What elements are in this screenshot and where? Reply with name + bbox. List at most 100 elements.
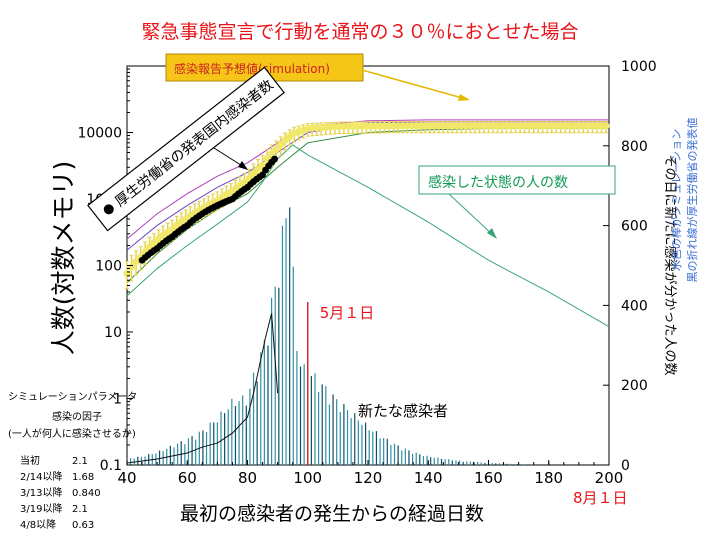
histogram-bar	[224, 413, 226, 465]
x-axis-ticks: 40 60 80 100 120 140 160 180 200	[117, 460, 623, 487]
infected-state-line	[126, 144, 610, 328]
histogram-bar	[419, 454, 421, 465]
histogram-bar	[426, 455, 428, 465]
histogram-bar	[173, 447, 175, 465]
x-tick-label: 160	[474, 469, 503, 487]
histogram-bar	[281, 225, 284, 465]
histogram-bar	[260, 352, 262, 465]
histogram-bar	[271, 297, 273, 465]
histogram-bar	[278, 287, 280, 465]
y-right-tick-label: 0	[621, 458, 630, 474]
x-tick-label: 80	[238, 469, 257, 487]
histogram-bar	[469, 461, 472, 465]
histogram-bar	[354, 413, 356, 465]
y-left-tick-label: 10000	[77, 126, 122, 142]
histogram-bar	[346, 410, 349, 465]
simulation-point	[602, 122, 610, 130]
histogram-bar	[451, 460, 453, 465]
simulation-point	[249, 169, 258, 178]
param-row-value: 1.68	[72, 472, 94, 483]
histogram-bar	[202, 430, 204, 465]
histogram-bar	[252, 372, 255, 465]
histogram-bar	[310, 375, 312, 465]
param-row-label: 当初	[20, 454, 40, 467]
histogram-bar	[267, 345, 269, 465]
histogram-bar	[437, 457, 439, 465]
histogram-bar	[209, 422, 211, 465]
x-tick-label: 60	[178, 469, 197, 487]
histogram-bar	[383, 438, 385, 465]
x-tick-label: 180	[534, 469, 563, 487]
y-left-tick-label: 10	[104, 325, 122, 341]
simulation-point	[123, 270, 131, 278]
simulation-point	[277, 141, 285, 149]
histogram-bar	[343, 404, 345, 465]
y-right-tick-label: 800	[621, 139, 648, 155]
histogram-bar	[397, 445, 399, 465]
histogram-bar	[495, 463, 497, 465]
histogram-bar	[440, 458, 443, 465]
param-factor-note: (一人が何人に感染させるか)	[8, 427, 136, 440]
histogram-bar	[527, 464, 529, 465]
histogram-bar	[325, 386, 327, 465]
histogram-bar	[375, 431, 378, 465]
histogram-bar	[361, 424, 363, 465]
reported-points	[138, 155, 279, 264]
histogram-bar	[216, 422, 218, 465]
infected-callout-arrow	[448, 193, 495, 237]
histogram-bar	[513, 464, 515, 465]
simulation-callout-arrow	[361, 69, 467, 100]
y-right-axis-ticks: 0 200 400 600 800 1000	[603, 59, 657, 474]
simulation-arrow-head	[458, 94, 470, 101]
histogram-bar	[205, 432, 208, 465]
histogram-bar	[317, 391, 320, 465]
histogram-bar	[448, 459, 450, 465]
histogram-bar	[249, 388, 251, 465]
y-left-axis-label: 人数(対数メモリ)	[49, 161, 78, 356]
y-left-tick-label: 1	[113, 392, 122, 408]
param-row-value: 0.63	[72, 520, 94, 531]
y-left-tick-label: 0.1	[100, 458, 122, 474]
histogram-bar	[336, 399, 338, 465]
histogram-bar	[458, 460, 461, 465]
histogram-bar	[386, 438, 388, 465]
histogram-bar	[299, 366, 302, 465]
histogram-bar	[303, 364, 305, 465]
histogram-bar	[372, 431, 374, 465]
histogram-bar	[130, 458, 132, 465]
y-right-tick-label: 400	[621, 298, 648, 314]
right-note-1: 水色の棒がシミュレーション	[669, 129, 683, 272]
histogram-bar	[328, 404, 331, 465]
x-tick-label: 200	[595, 469, 624, 487]
histogram-bar	[256, 381, 258, 465]
simulation-point	[132, 258, 140, 266]
x-axis-label: 最初の感染者の発生からの経過日数	[180, 503, 484, 525]
histogram-bar	[520, 464, 522, 465]
param-row-label: 2/14以降	[20, 470, 62, 483]
histogram-bar	[505, 463, 508, 465]
histogram-bar	[245, 405, 247, 465]
param-row-value: 0.840	[72, 488, 101, 499]
histogram-bar	[180, 441, 182, 465]
histogram-bar	[411, 453, 414, 465]
infected-arrow-head	[487, 228, 497, 239]
reported-point	[259, 171, 266, 179]
histogram-bar	[404, 448, 406, 465]
y-right-tick-label: 1000	[621, 59, 657, 75]
may1-label: 5月１日	[320, 304, 375, 322]
histogram-bar	[137, 456, 139, 465]
histogram-bar	[502, 463, 504, 465]
reported-daily-line	[126, 313, 279, 464]
reported-point	[271, 155, 279, 163]
histogram-bar	[242, 395, 244, 465]
param-row-value: 2.1	[72, 456, 88, 467]
histogram-bar	[455, 460, 457, 465]
histogram-bar	[524, 464, 526, 465]
histogram-bar	[158, 450, 161, 465]
histogram-bar	[339, 412, 341, 465]
histogram-bar	[274, 286, 276, 465]
y-right-tick-label: 200	[621, 378, 648, 394]
aug1-label: 8月１日	[573, 489, 628, 507]
param-factor-label: 感染の因子	[52, 410, 102, 423]
param-heading: シミュレーションパラメータ	[8, 391, 137, 403]
